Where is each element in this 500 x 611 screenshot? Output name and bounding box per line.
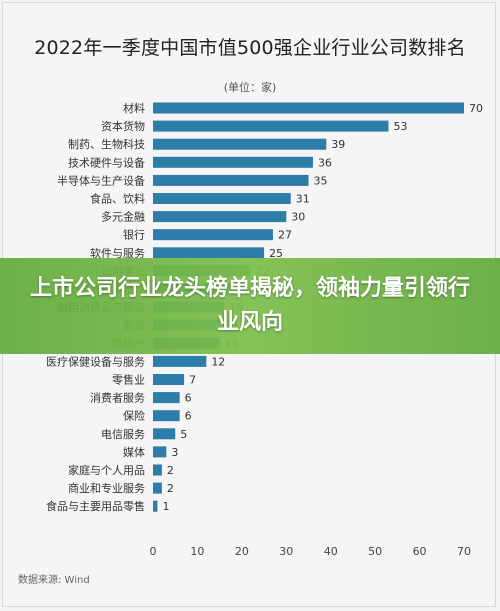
x-tick-label: 70 bbox=[457, 545, 471, 558]
category-label: 多元金融 bbox=[101, 210, 145, 224]
bar bbox=[153, 500, 158, 512]
x-tick-label: 50 bbox=[368, 545, 382, 558]
category-label: 商业和专业服务 bbox=[68, 481, 145, 495]
data-label: 53 bbox=[393, 120, 407, 133]
category-label: 家庭与个人用品 bbox=[68, 463, 145, 477]
data-label: 27 bbox=[278, 229, 292, 242]
x-tick-label: 20 bbox=[235, 545, 249, 558]
category-label: 制药、生物科技 bbox=[68, 137, 145, 151]
category-label: 零售业 bbox=[112, 373, 145, 387]
bar bbox=[153, 211, 287, 223]
data-label: 31 bbox=[296, 193, 310, 206]
data-label: 7 bbox=[189, 374, 196, 387]
bar bbox=[153, 247, 265, 259]
data-label: 2 bbox=[167, 482, 174, 495]
bar bbox=[153, 138, 327, 150]
data-label: 6 bbox=[185, 392, 192, 405]
bar bbox=[153, 428, 176, 440]
bar bbox=[153, 229, 273, 241]
data-label: 5 bbox=[180, 428, 187, 441]
data-label: 25 bbox=[269, 247, 283, 260]
data-label: 12 bbox=[211, 355, 225, 368]
category-label: 保险 bbox=[123, 409, 145, 423]
category-label: 媒体 bbox=[123, 445, 145, 459]
category-label: 食品、饮料 bbox=[90, 192, 145, 206]
bar bbox=[153, 120, 389, 132]
category-label: 资本货物 bbox=[101, 119, 145, 133]
category-label: 银行 bbox=[123, 228, 145, 242]
data-label: 3 bbox=[171, 446, 178, 459]
x-tick-label: 0 bbox=[150, 545, 157, 558]
data-label: 30 bbox=[291, 211, 305, 224]
data-label: 36 bbox=[318, 156, 332, 169]
bar bbox=[153, 374, 185, 385]
bar bbox=[153, 446, 167, 458]
data-label: 1 bbox=[162, 500, 169, 513]
x-tick-label: 30 bbox=[279, 545, 293, 558]
bar bbox=[153, 102, 464, 114]
bar bbox=[153, 156, 313, 168]
category-label: 电信服务 bbox=[101, 428, 145, 441]
bar bbox=[153, 355, 207, 367]
data-label: 39 bbox=[331, 138, 345, 151]
category-label: 消费者服务 bbox=[90, 391, 145, 405]
data-label: 70 bbox=[469, 102, 483, 115]
headline-banner: 上市公司行业龙头榜单揭秘，领袖力量引领行业风向 bbox=[0, 258, 500, 354]
x-tick-label: 10 bbox=[190, 545, 204, 558]
bar bbox=[153, 174, 309, 186]
x-tick-label: 40 bbox=[324, 545, 338, 558]
category-label: 材料 bbox=[123, 101, 145, 115]
source-note: 数据来源: Wind bbox=[18, 575, 90, 586]
bar bbox=[153, 392, 180, 404]
category-label: 医疗保健设备与服务 bbox=[46, 354, 145, 368]
unit-label: (单位：家) bbox=[223, 81, 277, 94]
chart-title: 2022年一季度中国市值500强企业行业公司数排名 bbox=[34, 37, 466, 59]
bar bbox=[153, 482, 162, 494]
category-label: 食品与主要用品零售 bbox=[46, 499, 145, 513]
category-label: 软件与服务 bbox=[90, 246, 145, 260]
category-label: 技术硬件与设备 bbox=[68, 155, 145, 169]
headline-text: 上市公司行业龙头榜单揭秘，领袖力量引领行业风向 bbox=[29, 276, 470, 335]
bar bbox=[153, 410, 180, 422]
data-label: 35 bbox=[314, 174, 328, 187]
bar bbox=[153, 193, 291, 204]
data-label: 2 bbox=[167, 464, 174, 477]
x-tick-label: 60 bbox=[413, 545, 427, 558]
category-label: 半导体与生产设备 bbox=[57, 173, 145, 187]
data-label: 6 bbox=[185, 410, 192, 423]
bar bbox=[153, 464, 162, 476]
